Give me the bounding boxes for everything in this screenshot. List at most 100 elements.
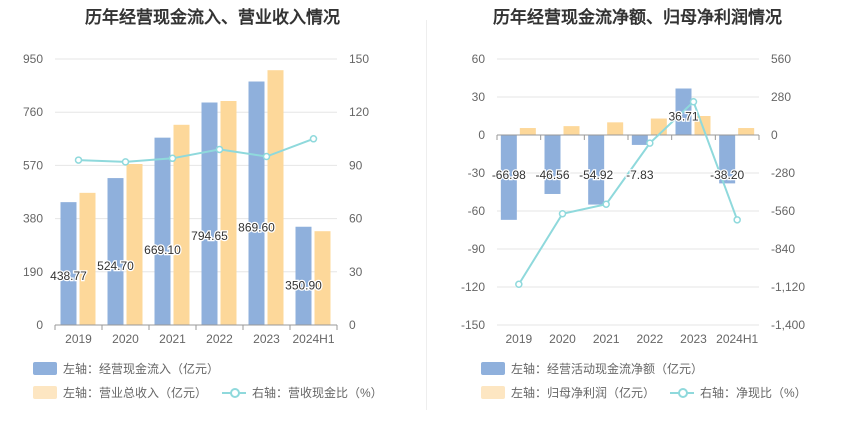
line-point [646, 139, 654, 147]
data-label: -66.98 [492, 168, 526, 182]
bar-series-2 [126, 164, 143, 325]
data-label: -46.56 [535, 168, 569, 182]
y-left-tick-label: -30 [468, 166, 486, 180]
x-tick-label: 2023 [253, 332, 280, 346]
panel-divider [426, 20, 427, 410]
y-left-tick-label: -150 [461, 318, 485, 332]
y-left-tick-label: 0 [478, 128, 485, 142]
x-tick-label: 2023 [680, 332, 707, 346]
y-right-tick-label: 0 [771, 128, 778, 142]
line-point [168, 154, 177, 163]
line-point [558, 209, 567, 218]
y-left-tick-label: 760 [23, 105, 43, 119]
y-right-tick-label: -560 [771, 204, 795, 218]
y-right-tick-label: 30 [349, 265, 363, 279]
line-point [689, 98, 698, 106]
bar-series-1 [588, 135, 605, 205]
line-point [733, 216, 741, 224]
bar-series-2 [314, 231, 331, 325]
y-right-tick-label: 60 [349, 212, 363, 226]
y-left-tick-label: -90 [468, 242, 486, 256]
y-left-tick-label: 0 [36, 318, 43, 332]
legend-swatch-yellow [481, 386, 505, 399]
legend-label: 左轴：经营活动现金流净额（亿元） [511, 362, 704, 376]
line-point [74, 156, 83, 164]
y-right-tick-label: 0 [349, 318, 356, 332]
legend-label: 右轴：营收现金比（%） [252, 386, 383, 400]
line-series [517, 99, 739, 285]
line-point [309, 135, 318, 143]
y-right-tick-label: -1,400 [771, 318, 805, 332]
x-tick-label: 2022 [206, 332, 233, 346]
legend-label: 左轴：归母净利润（亿元） [511, 386, 656, 400]
legend-item-left-0[interactable]: 左轴：经营现金流入（亿元） [33, 360, 219, 377]
legend-item-right-0[interactable]: 左轴：经营活动现金流净额（亿元） [481, 360, 703, 377]
legend-item-left-2[interactable]: 右轴：营收现金比（%） [222, 384, 383, 401]
y-right-tick-label: -840 [771, 242, 795, 256]
y-right-tick-label: 120 [349, 105, 369, 119]
y-right-tick-label: 150 [349, 52, 369, 66]
x-tick-label: 2021 [593, 332, 620, 346]
bar-series-1 [719, 135, 736, 184]
line-point [215, 145, 224, 154]
x-tick-label: 2021 [159, 332, 186, 346]
bar-series-2 [563, 126, 580, 135]
data-label: -7.83 [626, 168, 654, 182]
y-left-tick-label: -60 [468, 204, 486, 218]
line-point [262, 152, 271, 161]
bar-series-1 [107, 178, 124, 325]
bar-series-2 [738, 128, 755, 135]
y-left-tick-label: 380 [23, 212, 43, 226]
data-label: 669.10 [144, 243, 181, 257]
data-label: 869.60 [238, 221, 275, 235]
x-tick-label: 2024H1 [716, 332, 758, 346]
legend-swatch-yellow [33, 386, 57, 399]
y-right-tick-label: -280 [771, 166, 795, 180]
y-right-tick-label: 560 [771, 52, 791, 66]
y-right-tick-label: 280 [771, 90, 791, 104]
bar-series-2 [173, 124, 190, 325]
bar-series-1 [201, 102, 218, 325]
data-label: 524.70 [97, 259, 134, 273]
x-tick-label: 2019 [505, 332, 532, 346]
chart-panel-right: 历年经营现金流净额、归母净利润情况 -150 -120 -90 -60 -30 0 30 60… [425, 0, 850, 437]
y-right-tick-label: 90 [349, 158, 363, 172]
legend-swatch-line [670, 386, 694, 399]
y-left-tick-label: 30 [472, 90, 486, 104]
bar-series-1 [544, 135, 561, 194]
bar-series-2 [650, 118, 667, 135]
bar-series-2 [79, 192, 96, 325]
line-point [515, 280, 523, 289]
chart-panel-left: 历年经营现金流入、营业收入情况 0 190 380 570 760 950 0 30 60 90 1… [23, 8, 383, 401]
legend-item-right-1[interactable]: 左轴：归母净利润（亿元） [481, 384, 655, 401]
bar-series-2 [267, 70, 284, 325]
bar-series-1 [60, 202, 77, 325]
y-left-tick-label: 60 [472, 52, 486, 66]
bar-series-1 [295, 226, 312, 325]
bar-series-2 [519, 128, 536, 135]
data-label: 36.71 [668, 109, 698, 123]
y-left-tick-label: -120 [461, 280, 485, 294]
legend-label: 左轴：营业总收入（亿元） [63, 386, 208, 400]
x-tick-label: 2019 [65, 332, 92, 346]
legend-label: 左轴：经营现金流入（亿元） [63, 362, 220, 376]
x-tick-label: 2022 [636, 332, 663, 346]
y-left-tick-label: 190 [23, 265, 43, 279]
line-series [78, 137, 314, 163]
bar-series-2 [220, 101, 237, 325]
y-right-tick-label: -1,120 [771, 280, 805, 294]
legend-item-left-1[interactable]: 左轴：营业总收入（亿元） [33, 384, 207, 401]
legend-swatch-blue [481, 362, 505, 375]
legend-item-right-2[interactable]: 右轴：净现比（%） [670, 384, 807, 401]
bar-series-2 [607, 122, 624, 135]
bar-series-1 [500, 135, 517, 220]
bar-series-1 [631, 135, 648, 145]
bar-series-1 [154, 137, 171, 325]
legend-swatch-line [222, 386, 246, 399]
bar-series-1 [248, 81, 265, 326]
legend-swatch-blue [33, 362, 57, 375]
x-tick-label: 2020 [549, 332, 576, 346]
data-label: -54.92 [579, 168, 613, 182]
data-label: 438.77 [50, 269, 87, 283]
chart-title-left: 历年经营现金流入、营业收入情况 [85, 8, 340, 27]
